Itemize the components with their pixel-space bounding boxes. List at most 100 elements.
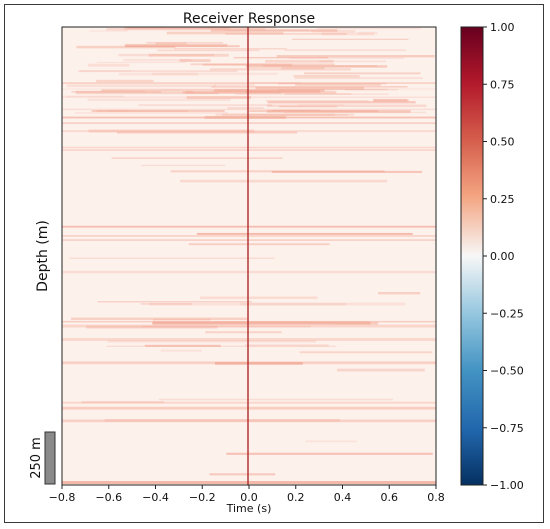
x-axis-label: Time (s) <box>226 502 272 515</box>
heatmap-stripe <box>118 72 198 76</box>
heatmap-stripe <box>123 27 231 30</box>
heatmap-stripe <box>148 53 229 57</box>
x-tick-label: 0.4 <box>334 491 352 504</box>
heatmap-stripe <box>265 100 369 102</box>
x-tick-label: 0.6 <box>381 491 399 504</box>
heatmap-stripe <box>186 96 252 99</box>
heatmap-stripe <box>267 104 427 108</box>
heatmap-stripe <box>125 45 240 48</box>
heatmap-stripe <box>107 340 316 343</box>
heatmap-stripe <box>75 92 219 95</box>
heatmap-stripe <box>62 116 436 119</box>
heatmap-stripe <box>88 129 255 133</box>
heatmap-stripe <box>305 440 357 443</box>
heatmap-stripe <box>62 96 436 98</box>
heatmap-stripe <box>62 361 436 365</box>
heatmap-stripe <box>214 362 303 365</box>
heatmap-stripe <box>208 27 229 29</box>
heatmap-stripe <box>321 32 375 36</box>
heatmap-stripe <box>284 111 426 114</box>
heatmap-stripe <box>62 270 436 274</box>
heatmap-stripe <box>62 82 436 84</box>
heatmap-stripe <box>66 84 216 88</box>
heatmap-stripe <box>196 232 413 235</box>
x-tick-label: −0.8 <box>49 491 76 504</box>
heatmap-stripe <box>62 338 436 341</box>
heatmap-stripe <box>158 398 393 401</box>
x-tick-label: 0.2 <box>287 491 305 504</box>
heatmap-stripe <box>106 28 266 31</box>
heatmap-stripe <box>303 72 421 75</box>
heatmap-stripe <box>335 321 379 325</box>
heatmap-stripe <box>65 95 124 97</box>
heatmap-stripe <box>71 91 162 93</box>
heatmap-stripe <box>62 406 436 410</box>
heatmap-stripe <box>96 61 186 63</box>
heatmap-stripe <box>144 344 221 347</box>
scale-bar-label: 250 m <box>29 437 44 479</box>
heatmap-stripe <box>111 157 283 159</box>
heatmap-stripe <box>124 43 228 47</box>
x-tick-label: 0.8 <box>427 491 445 504</box>
heatmap-stripe <box>214 83 255 87</box>
heatmap-stripe <box>245 65 388 68</box>
heatmap-stripe <box>284 49 407 52</box>
heatmap-stripe <box>116 131 298 134</box>
heatmap-stripe <box>79 70 132 72</box>
heatmap-stripe <box>140 303 193 305</box>
heatmap-stripe <box>211 86 408 88</box>
heatmap-stripe <box>235 93 390 95</box>
heatmap-stripe <box>278 88 388 91</box>
colorbar-tick-label: −0.25 <box>490 307 524 320</box>
heatmap-stripe <box>372 98 408 102</box>
heatmap-stripe <box>225 32 347 35</box>
x-tick-label: −0.4 <box>142 491 169 504</box>
heatmap-stripe <box>62 88 436 90</box>
heatmap-stripe <box>245 90 321 93</box>
heatmap-stripe <box>279 105 337 108</box>
heatmap-stripe <box>91 110 225 113</box>
heatmap-stripe <box>96 110 188 112</box>
heatmap-stripe <box>299 351 433 354</box>
heatmap-stripe <box>212 90 335 92</box>
colorbar-tick-label: −0.75 <box>490 422 524 435</box>
heatmap-stripe <box>62 419 436 423</box>
heatmap-stripe <box>244 344 329 347</box>
heatmap-stripe <box>74 112 229 114</box>
heatmap-stripe <box>226 452 433 455</box>
heatmap-stripe <box>108 109 129 112</box>
colorbar-tick-label: 0.25 <box>490 193 515 206</box>
heatmap-stripe <box>266 109 411 113</box>
heatmap-stripe <box>62 235 436 237</box>
heatmap-stripe <box>222 113 355 116</box>
heatmap-stripe <box>294 77 423 80</box>
heatmap-stripe <box>357 31 378 35</box>
x-tick-label: 0.0 <box>240 491 258 504</box>
heatmap-stripe <box>188 243 330 246</box>
x-tick-label: −0.6 <box>95 491 122 504</box>
heatmap-stripe <box>123 58 192 62</box>
heatmap-stripe <box>185 91 281 94</box>
heatmap-stripe <box>87 98 231 102</box>
heatmap-stripe <box>86 325 218 329</box>
heatmap-stripe <box>210 68 351 71</box>
colorbar-ticks: 1.00 0.75 0.50 0.25 0.00 −0.25 −0.50 −0.75 −1.00 <box>483 21 524 492</box>
heatmap-stripe <box>311 29 356 33</box>
heatmap-stripe <box>293 74 360 78</box>
colorbar-tick-label: 0.50 <box>490 136 515 149</box>
heatmap-stripe <box>78 70 238 73</box>
colorbar-tick-label: 1.00 <box>490 21 515 34</box>
heatmap-stripe <box>200 296 318 299</box>
heatmap-stripe <box>152 321 371 325</box>
heatmap-stripe <box>295 83 381 87</box>
heatmap-stripe <box>138 104 273 107</box>
heatmap-stripe <box>263 65 378 67</box>
heatmap-stripe <box>233 56 329 59</box>
heatmap-stripe <box>292 38 409 40</box>
heatmap-stripe <box>88 30 128 32</box>
heatmap-stripe <box>182 91 337 94</box>
x-axis-ticks: −0.8 −0.6 −0.4 −0.2 0.0 0.2 0.4 0.6 0.8 <box>49 485 445 504</box>
heatmap-stripe <box>62 116 436 118</box>
heatmap-stripe <box>337 368 425 372</box>
